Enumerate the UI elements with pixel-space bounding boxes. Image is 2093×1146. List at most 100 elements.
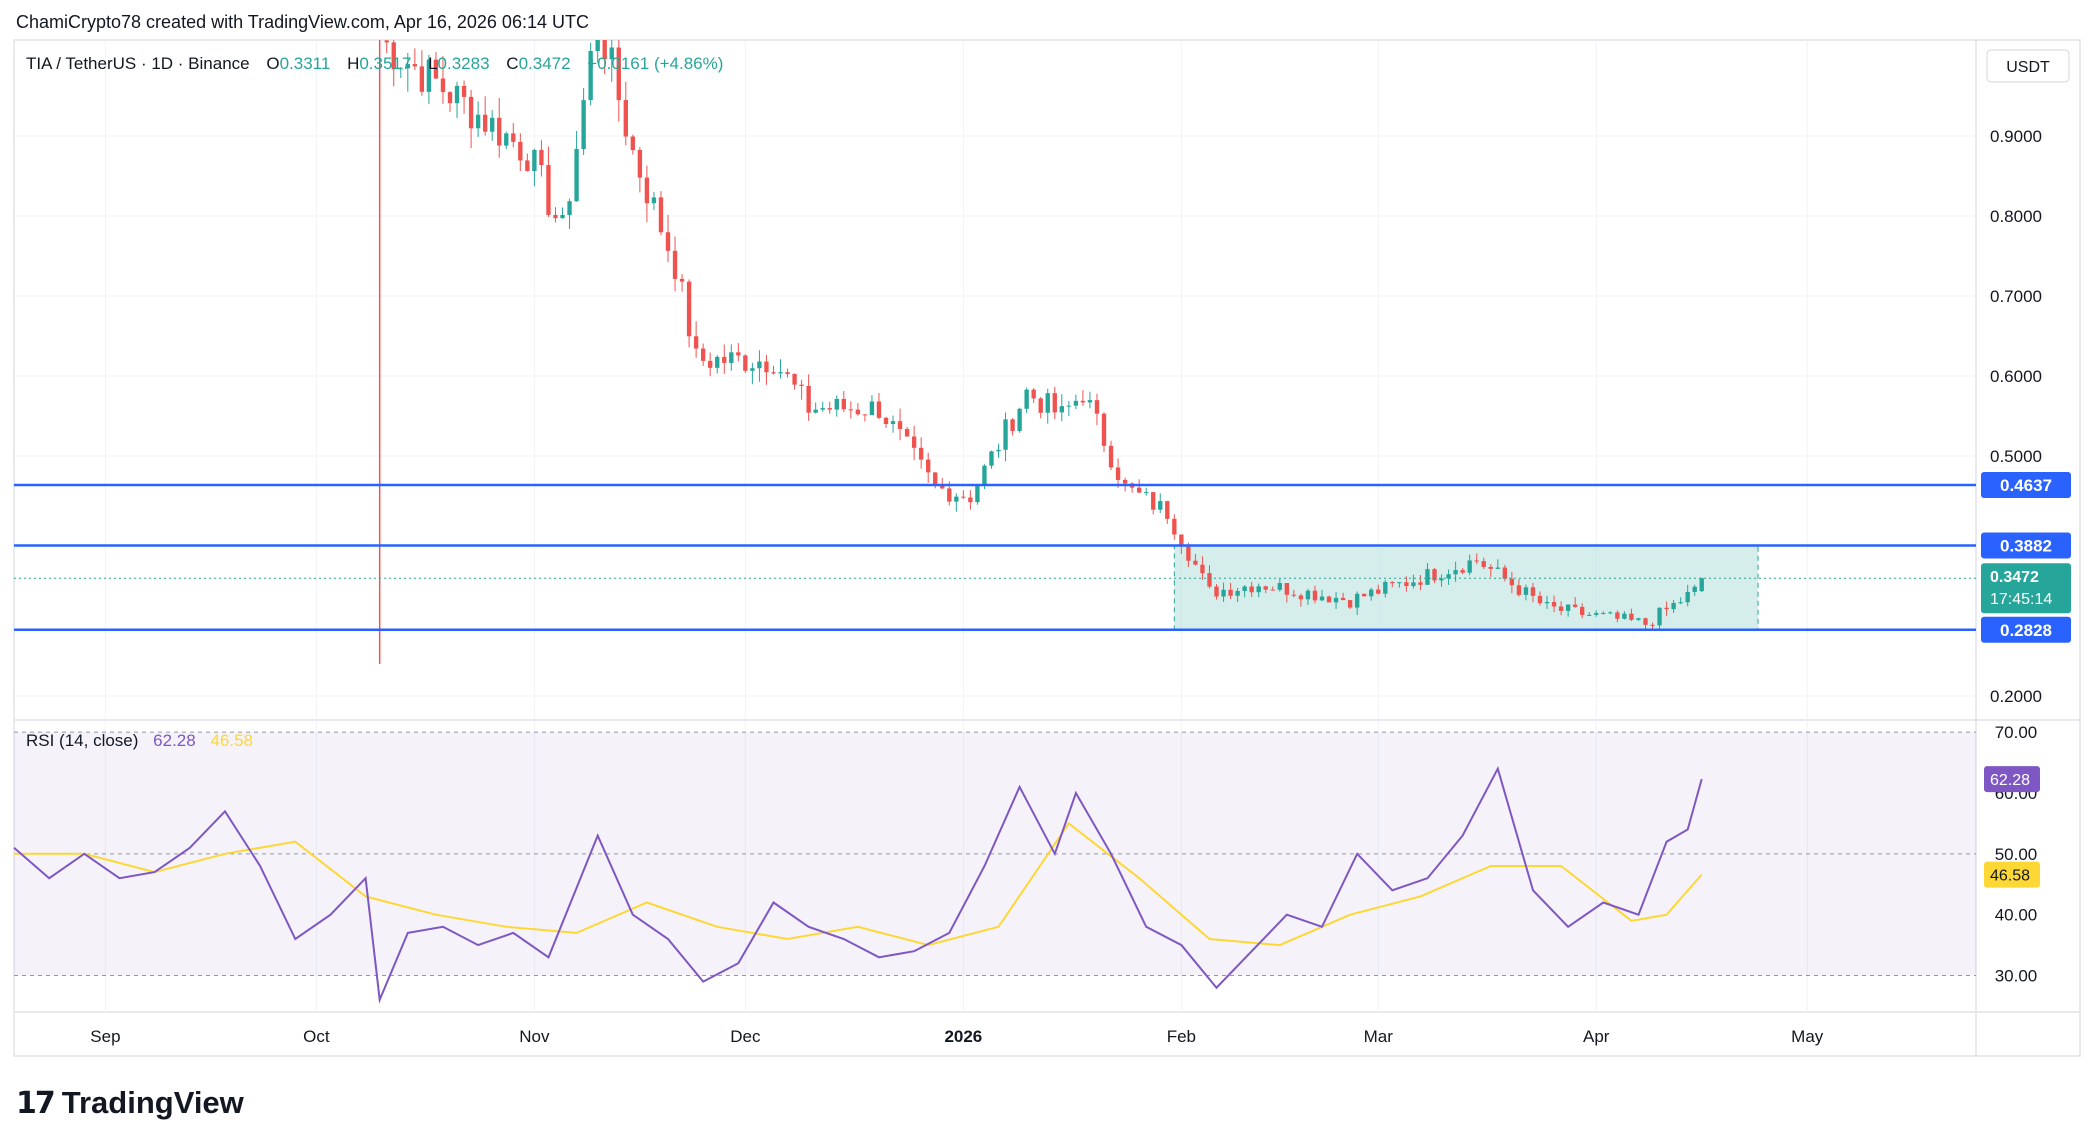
candle-body	[1221, 589, 1226, 597]
tradingview-logo[interactable]: 17 TradingView	[16, 1085, 244, 1121]
candle-body	[1650, 624, 1655, 626]
candle-body	[1657, 607, 1662, 626]
candle-body	[1418, 582, 1423, 585]
candle-body	[1692, 586, 1697, 592]
candle-body	[665, 232, 671, 251]
candle-body	[384, 40, 389, 43]
high-value: 0.3517	[359, 54, 411, 73]
candle-body	[1151, 492, 1156, 510]
candle-body	[1186, 546, 1191, 561]
rsi-ma-value: 46.58	[210, 731, 253, 750]
candle-body	[1136, 487, 1142, 493]
support-resistance-levels	[14, 483, 1976, 632]
rsi-title: RSI (14, close)	[26, 731, 138, 750]
candle-body	[989, 451, 994, 466]
candle-body	[1565, 604, 1571, 611]
candle-body	[658, 197, 664, 233]
candle-body	[911, 436, 917, 448]
candle-body	[623, 100, 628, 137]
candle-body	[904, 429, 910, 437]
candle-body	[897, 421, 903, 430]
candle-body	[1594, 613, 1599, 615]
candle-body	[546, 165, 551, 215]
candle-body	[841, 398, 846, 410]
candle-body	[855, 409, 861, 415]
candle-body	[602, 40, 607, 60]
candle-body	[1115, 467, 1121, 480]
candle-body	[1094, 400, 1100, 414]
candle-body	[637, 150, 643, 178]
candle-body	[757, 361, 762, 369]
candle-body	[651, 197, 657, 204]
candle-body	[1502, 567, 1508, 579]
candle-body	[1319, 596, 1325, 601]
candle-body	[1685, 591, 1690, 603]
price-axis[interactable]: 0.9000 0.8000 0.7000 0.6000 0.5000 0.2000	[1990, 127, 2042, 706]
candle-body	[1235, 590, 1240, 596]
high-label: H	[347, 54, 359, 73]
candle-body	[1179, 534, 1184, 547]
candle-body	[1369, 589, 1374, 597]
candle-body	[553, 214, 558, 219]
candle-body	[862, 414, 868, 416]
candle-body	[1277, 583, 1282, 590]
candle-body	[1200, 564, 1205, 574]
candle-body	[1080, 400, 1086, 403]
candle-body	[1362, 593, 1367, 597]
candle-body	[560, 214, 565, 219]
rsi-legend: RSI (14, close) 62.28 46.58	[26, 731, 253, 750]
candle-body	[1608, 612, 1613, 614]
candle-body	[539, 149, 544, 166]
time-tick-label: Mar	[1364, 1027, 1394, 1046]
candle-body	[419, 66, 425, 92]
candle-body	[497, 117, 502, 146]
candle-body	[1333, 597, 1339, 603]
candle-body	[1284, 583, 1290, 595]
candle-body	[1270, 589, 1275, 591]
candle-body	[1572, 604, 1578, 607]
candle-body	[398, 68, 403, 70]
candle-body	[574, 149, 579, 202]
candle-body	[1263, 586, 1268, 590]
candle-body	[581, 100, 586, 150]
level-tag-label: 0.2828	[2000, 621, 2052, 640]
candle-body	[961, 496, 966, 498]
candle-body	[722, 356, 727, 363]
open-value: 0.3311	[280, 54, 331, 73]
range-box	[1173, 544, 1759, 631]
rsi-ma-tag: 46.58	[1984, 861, 2040, 888]
candle-body	[1580, 606, 1585, 615]
candle-body	[1523, 587, 1529, 595]
candle-body	[1664, 607, 1669, 610]
candle-body	[848, 409, 854, 411]
last-price-value: 0.3472	[1990, 569, 2039, 586]
currency-button[interactable]	[1986, 49, 2070, 83]
candle-body	[1249, 586, 1254, 593]
open-label: O	[266, 54, 279, 73]
candlestick-series	[384, 40, 1704, 630]
candle-body	[391, 42, 396, 70]
candle-body	[1122, 479, 1128, 484]
price-tick-label: 0.9000	[1990, 127, 2042, 146]
candle-body	[609, 47, 614, 60]
chart-credit: ChamiCrypto78 created with TradingView.c…	[16, 12, 589, 32]
candle-body	[785, 372, 790, 375]
candle-body	[1488, 566, 1493, 569]
range-box-rect	[1173, 544, 1759, 631]
time-axis[interactable]: Sep Oct Nov Dec 2026 Feb Mar Apr May	[90, 1027, 1823, 1046]
candle-body	[764, 361, 769, 373]
candle-body	[869, 401, 875, 416]
candle-body	[708, 360, 713, 368]
candle-body	[693, 336, 699, 349]
rsi-line	[13, 766, 1703, 1004]
time-tick-label: May	[1791, 1027, 1824, 1046]
candle-body	[1383, 581, 1388, 594]
svg-text:RSI (14, close) 62.28: RSI (14, close) 62.28 46.58	[26, 731, 253, 750]
change-value: +0.0161 (+4.86%)	[587, 54, 723, 73]
level-tag-label: 0.4637	[2000, 476, 2052, 495]
candle-body	[715, 356, 720, 368]
candle-body	[1003, 419, 1008, 450]
candle-body	[567, 201, 572, 215]
level-tags: 0.4637 0.3882 0.2828	[1981, 472, 2071, 643]
rsi-value: 62.28	[153, 731, 196, 750]
